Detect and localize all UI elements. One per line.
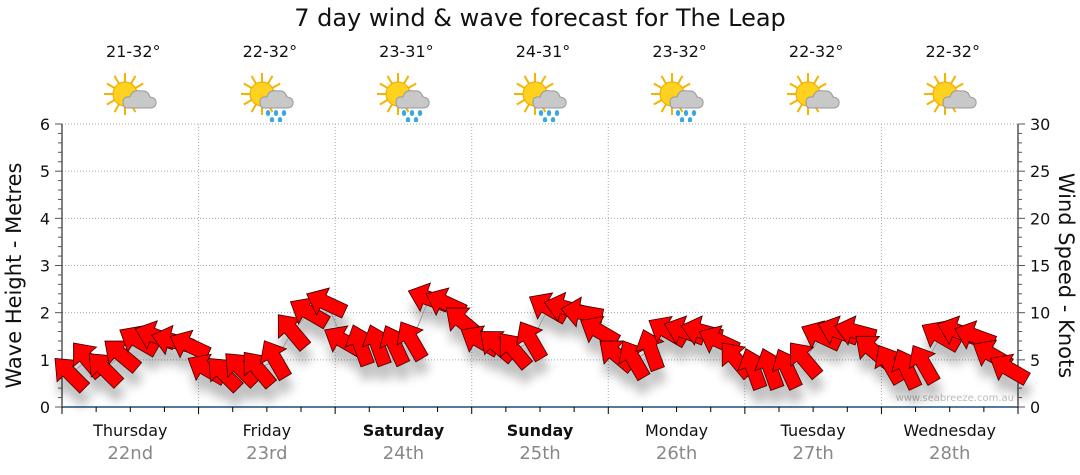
- temperature-range: 22-32°: [925, 42, 980, 61]
- right-tick-label: 5: [1030, 351, 1040, 370]
- right-tick-label: 25: [1030, 162, 1050, 181]
- wind-arrows: [54, 282, 1031, 394]
- left-tick-label: 6: [40, 115, 50, 134]
- day-label: Tuesday: [780, 421, 846, 440]
- left-tick-label: 2: [40, 304, 50, 323]
- wind-arrow: [243, 351, 278, 390]
- date-label: 27th: [792, 443, 833, 464]
- showers-icon: [650, 70, 710, 123]
- wind-arrow: [989, 353, 1031, 386]
- temperature-range: 22-32°: [788, 42, 844, 61]
- chart-title: 7 day wind & wave forecast for The Leap: [294, 4, 786, 32]
- partly-cloudy-icon: [923, 70, 983, 122]
- date-label: 25th: [519, 443, 560, 464]
- wind-arrow: [396, 321, 429, 363]
- wind-arrow: [169, 329, 212, 362]
- day-label: Friday: [243, 421, 292, 440]
- wind-arrow: [790, 342, 824, 381]
- wind-arrow: [104, 340, 143, 374]
- left-tick-label: 5: [40, 162, 50, 181]
- day-label: Monday: [645, 421, 708, 440]
- wind-arrow: [580, 316, 622, 349]
- wind-arrow: [208, 357, 244, 394]
- date-label: 26th: [656, 443, 697, 464]
- date-label: 28th: [929, 443, 970, 464]
- wind-arrow: [259, 340, 293, 382]
- right-tick-label: 20: [1030, 209, 1050, 228]
- left-tick-label: 4: [40, 209, 50, 228]
- partly-cloudy-icon: [786, 70, 846, 122]
- wind-arrow: [499, 333, 534, 371]
- date-label: 23rd: [246, 443, 287, 464]
- day-label: Thursday: [92, 421, 167, 440]
- showers-icon: [513, 70, 573, 123]
- temperature-range: 22-32°: [242, 42, 298, 61]
- right-tick-label: 15: [1030, 257, 1050, 276]
- left-tick-label: 0: [40, 398, 50, 417]
- wind-arrow: [289, 297, 331, 330]
- right-axis-title: Wind Speed - Knots: [1054, 173, 1078, 378]
- right-tick-label: 10: [1030, 304, 1050, 323]
- date-label: 24th: [383, 443, 424, 464]
- wind-arrow: [515, 321, 549, 363]
- temperature-range: 24-31°: [515, 42, 571, 61]
- wind-arrow: [908, 344, 941, 386]
- wind-arrow: [618, 340, 651, 382]
- right-tick-label: 0: [1030, 398, 1040, 417]
- temperature-range: 23-32°: [652, 42, 707, 61]
- wind-arrow: [54, 357, 91, 394]
- showers-icon: [376, 70, 436, 123]
- date-label: 22nd: [107, 443, 153, 464]
- temperature-range: 23-31°: [379, 42, 434, 61]
- wind-arrow: [88, 353, 125, 389]
- partly-cloudy-icon: [103, 70, 163, 122]
- watermark: www.seabreeze.com.au: [896, 393, 1014, 404]
- day-label: Sunday: [507, 421, 574, 440]
- day-label: Wednesday: [903, 421, 996, 440]
- right-tick-label: 30: [1030, 115, 1050, 134]
- day-label: Saturday: [363, 421, 445, 440]
- showers-icon: [240, 70, 300, 123]
- left-tick-label: 3: [40, 257, 50, 276]
- left-axis-title: Wave Height - Metres: [2, 163, 26, 389]
- wind-arrow: [277, 314, 312, 352]
- left-tick-label: 1: [40, 351, 50, 370]
- temperature-range: 21-32°: [106, 42, 161, 61]
- wind-arrow: [306, 287, 349, 319]
